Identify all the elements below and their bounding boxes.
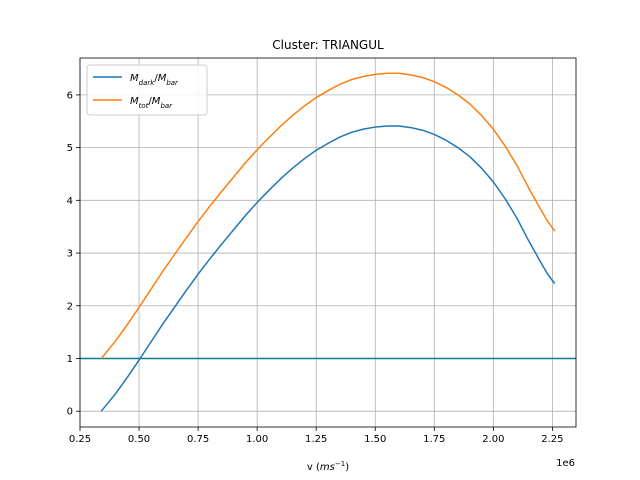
legend-label-tot: Mtot/Mbar <box>130 96 173 110</box>
x-tick-label: 0.25 <box>69 434 91 445</box>
x-tick-label: 1.25 <box>305 434 327 445</box>
legend-label-dark: Mdark/Mbar <box>130 73 179 87</box>
x-offset-label: 1e6 <box>556 458 575 469</box>
y-tick-label: 0 <box>67 407 73 418</box>
x-tick-label: 2.00 <box>482 434 504 445</box>
axis-ticks: 0.25 0.50 0.75 1.00 1.25 1.50 1.75 2.00 2.25 0 1 2 3… <box>67 90 564 445</box>
x-tick-label: 0.75 <box>187 434 209 445</box>
x-tick-label: 1.50 <box>364 434 386 445</box>
x-tick-label: 1.75 <box>423 434 445 445</box>
y-tick-label: 5 <box>67 143 73 154</box>
x-axis-label: v (ms−1) <box>307 460 349 473</box>
series-line-tot <box>100 72 556 359</box>
x-tick-label: 0.50 <box>128 434 150 445</box>
axes-frame <box>79 57 577 428</box>
y-tick-label: 6 <box>67 90 73 101</box>
y-tick-label: 4 <box>67 196 73 207</box>
x-tick-label: 1.00 <box>246 434 268 445</box>
series-line-dark <box>100 125 556 412</box>
y-tick-label: 3 <box>67 249 73 260</box>
y-tick-label: 2 <box>67 301 73 312</box>
y-tick-label: 1 <box>67 354 73 365</box>
x-tick-label: 2.25 <box>541 434 563 445</box>
plot-area <box>80 72 576 412</box>
legend: Mdark/Mbar Mtot/Mbar <box>86 64 208 116</box>
chart-title: Cluster: TRIANGUL <box>272 38 384 52</box>
